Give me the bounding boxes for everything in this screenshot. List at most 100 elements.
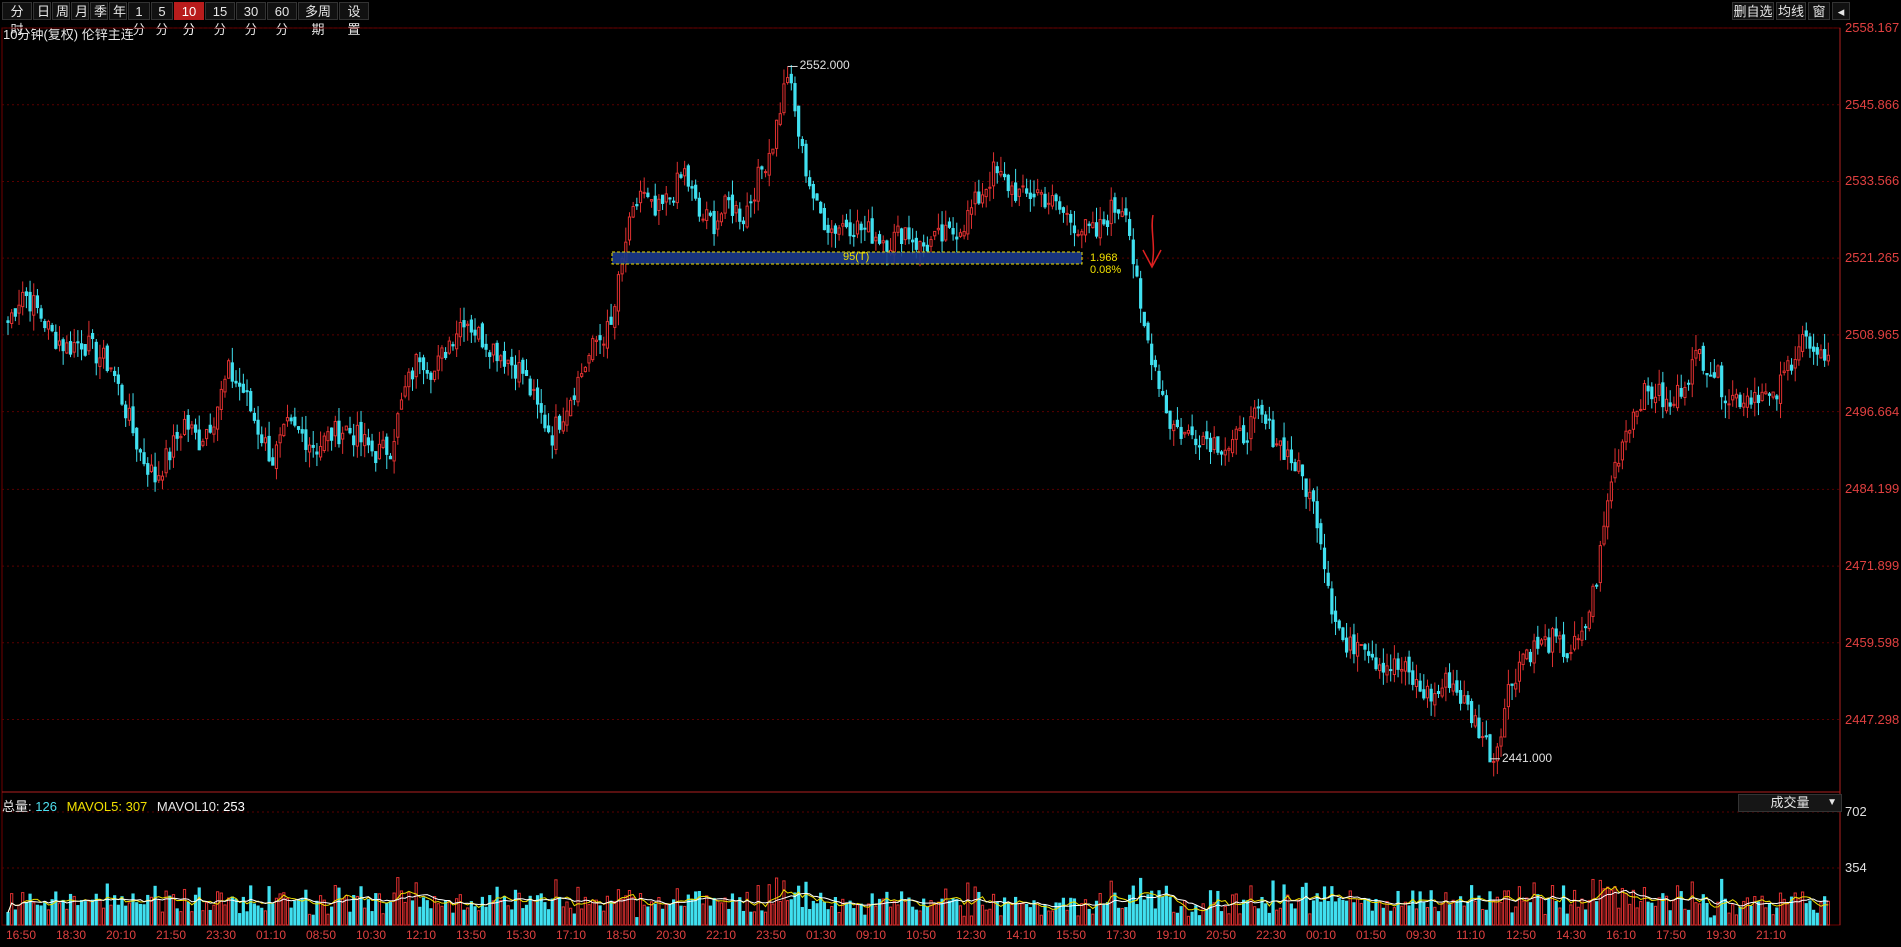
- candle-body: [510, 356, 514, 366]
- candle-body: [39, 308, 43, 319]
- volume-bar: [892, 900, 896, 926]
- volume-bar: [1815, 912, 1819, 926]
- volume-bar: [1183, 900, 1187, 926]
- tab-6[interactable]: 1分: [128, 2, 150, 37]
- candle-body: [918, 241, 922, 254]
- tab-8[interactable]: 10分: [174, 2, 204, 37]
- volume-bar: [1506, 890, 1510, 926]
- volume-bar: [1083, 899, 1088, 926]
- volume-bar: [782, 880, 786, 926]
- candle-body: [1146, 322, 1150, 341]
- volume-indicator-select[interactable]: 成交量 ▼: [1738, 794, 1842, 812]
- volume-bar: [848, 900, 852, 926]
- candle-body: [1775, 395, 1779, 400]
- tab-12[interactable]: 多周期: [298, 2, 338, 37]
- candle-body: [793, 83, 797, 112]
- tab-1[interactable]: 日: [33, 2, 51, 20]
- volume-bar: [580, 908, 584, 926]
- candle-body: [182, 418, 187, 435]
- tab-9[interactable]: 15分: [205, 2, 235, 37]
- tab-0[interactable]: 分时: [2, 2, 32, 37]
- candle-body: [1510, 683, 1514, 686]
- volume-bar: [374, 893, 378, 926]
- candle-body: [1407, 656, 1411, 673]
- volume-bar: [1120, 908, 1124, 926]
- volume-bar: [1087, 908, 1091, 926]
- volume-bar: [558, 896, 562, 926]
- volume-bar: [1767, 902, 1772, 926]
- volume-bar: [565, 901, 569, 926]
- volume-bar: [1672, 900, 1676, 926]
- candle-body: [1186, 429, 1191, 434]
- candle-body: [1642, 383, 1647, 411]
- candle-body: [683, 168, 687, 177]
- candle-body: [734, 205, 738, 214]
- candle-body: [10, 312, 14, 324]
- candle-body: [120, 384, 124, 405]
- volume-bar: [263, 910, 268, 926]
- back-arrow-icon[interactable]: ◂: [1832, 2, 1850, 20]
- volume-bar: [1400, 905, 1404, 926]
- volume-bar: [1528, 902, 1533, 926]
- toolbar-right-button-0[interactable]: 删自选: [1732, 2, 1774, 20]
- tab-2[interactable]: 周: [52, 2, 70, 20]
- candle-body: [1223, 449, 1227, 456]
- volume-bar: [1558, 907, 1562, 926]
- tab-4[interactable]: 季: [90, 2, 108, 20]
- candle-body: [72, 342, 76, 353]
- toolbar-right-button-1[interactable]: 均线: [1776, 2, 1806, 20]
- tab-11[interactable]: 60分: [267, 2, 297, 37]
- volume-bar: [613, 900, 617, 926]
- volume-bar: [1606, 886, 1610, 926]
- tab-13[interactable]: 设置: [339, 2, 369, 37]
- volume-bar: [230, 896, 234, 926]
- volume-bar: [1668, 910, 1672, 926]
- volume-bar: [1484, 909, 1488, 926]
- volume-bar: [546, 909, 551, 926]
- volume-bar: [392, 892, 396, 926]
- tab-7[interactable]: 5分: [151, 2, 173, 37]
- volume-bar: [1212, 902, 1216, 926]
- volume-bar: [1683, 908, 1687, 926]
- volume-bar: [1753, 896, 1757, 926]
- volume-bar: [337, 887, 341, 926]
- volume-bar: [359, 886, 363, 926]
- volume-bar: [370, 911, 374, 926]
- volume-bar: [1098, 892, 1102, 926]
- volume-bar: [822, 901, 826, 926]
- candle-body: [1602, 525, 1606, 545]
- volume-bar: [1709, 917, 1713, 926]
- volume-bar: [712, 897, 716, 926]
- toolbar-right-button-2[interactable]: 窗: [1808, 2, 1830, 20]
- volume-bar: [315, 900, 319, 926]
- candle-body: [1576, 638, 1580, 641]
- candle-body: [256, 419, 260, 435]
- candle-body: [1506, 684, 1510, 708]
- candle-body: [911, 239, 915, 243]
- volume-bar: [1142, 899, 1146, 926]
- volume-bar: [219, 892, 223, 926]
- tab-5[interactable]: 年: [109, 2, 127, 20]
- candle-body: [179, 435, 183, 439]
- volume-bar: [1385, 900, 1389, 926]
- tab-10[interactable]: 30分: [236, 2, 266, 37]
- tab-3[interactable]: 月: [71, 2, 89, 20]
- volume-bar: [528, 895, 532, 926]
- candle-body: [124, 404, 128, 419]
- candle-body: [572, 395, 576, 400]
- candle-body: [1646, 385, 1650, 392]
- candle-body: [263, 437, 268, 444]
- candle-body: [1547, 637, 1551, 653]
- volume-bar: [455, 898, 459, 926]
- candle-body: [495, 342, 499, 362]
- volume-bar: [488, 895, 492, 926]
- candle-body: [1094, 222, 1099, 237]
- volume-bar: [300, 898, 304, 926]
- candle-body: [958, 232, 963, 237]
- volume-bar: [598, 905, 602, 926]
- volume-bar: [1565, 913, 1569, 926]
- candle-body: [385, 436, 389, 455]
- volume-bar: [1657, 897, 1661, 926]
- volume-bar: [789, 899, 793, 926]
